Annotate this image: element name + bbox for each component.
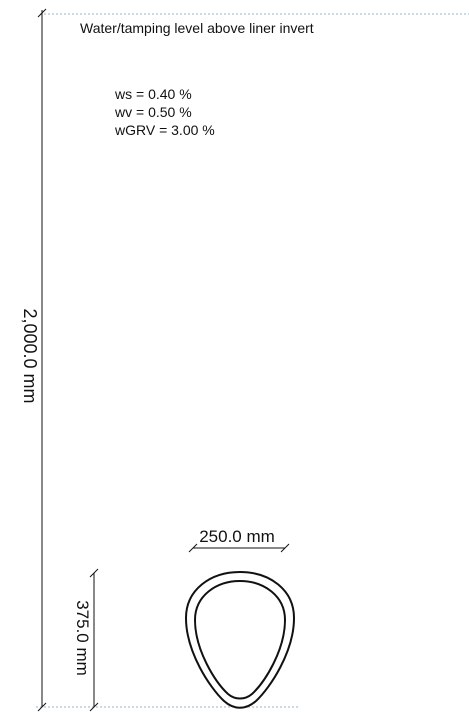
profile-width-label: 250.0 mm — [199, 527, 275, 546]
total-height-dimension: 2,000.0 mm — [20, 8, 47, 712]
profile-height-label: 375.0 mm — [73, 600, 92, 676]
param-wv: wv = 0.50 % — [114, 104, 192, 120]
profile-height-dimension: 375.0 mm — [73, 568, 99, 712]
profile-width-dimension: 250.0 mm — [188, 527, 290, 553]
diagram-title: Water/tamping level above liner invert — [80, 20, 314, 36]
total-height-label: 2,000.0 mm — [20, 308, 40, 403]
param-wgrv: wGRV = 3.00 % — [114, 122, 215, 138]
param-ws: ws = 0.40 % — [114, 86, 192, 102]
liner-outer-wall — [184, 570, 296, 709]
liner-inner-wall — [193, 579, 287, 700]
